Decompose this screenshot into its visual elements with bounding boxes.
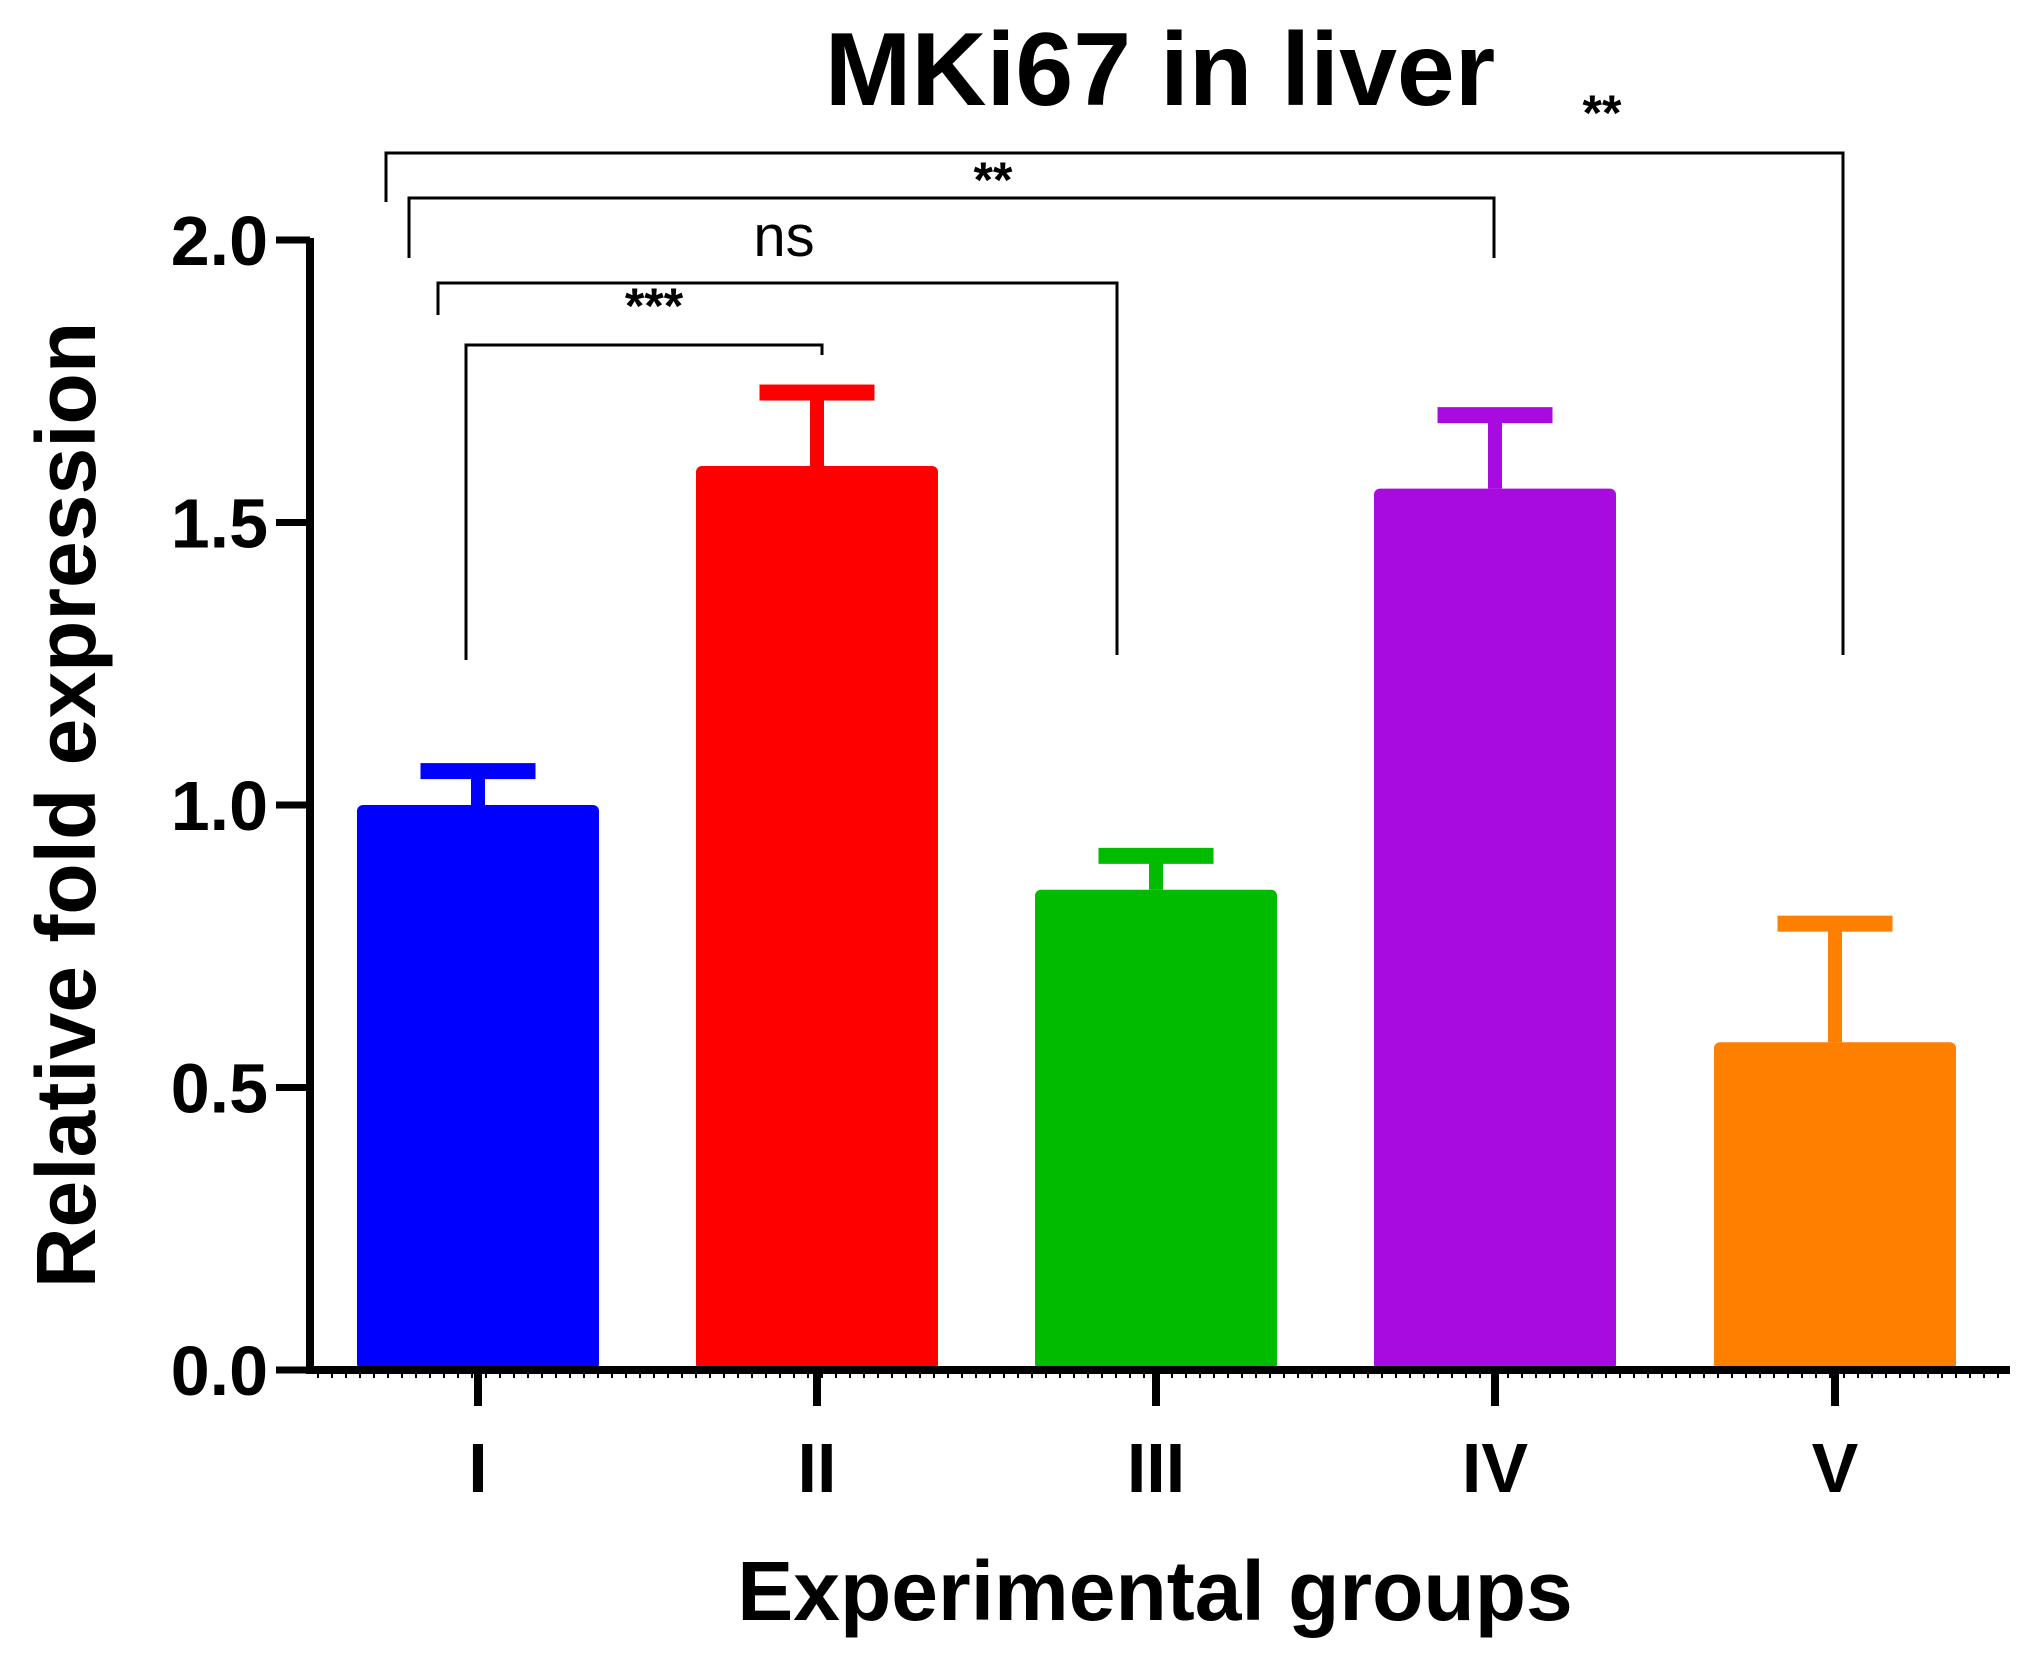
bar-III [1035,889,1277,1370]
significance-bracket-I-II [464,343,824,660]
bar-V [1714,1042,1956,1370]
significance-bracket-I-IV [407,196,1496,258]
x-tick-label: IV [1462,1429,1528,1507]
error-cap-V [1777,915,1893,932]
error-bar-I [471,771,485,805]
chart-title: MKi67 in liver [825,12,1495,128]
significance-bracket-I-V [384,151,1845,655]
y-tick-label: 1.5 [171,485,268,563]
significance-label-I-IV: ** [974,152,1013,208]
significance-label-I-V: ** [1583,85,1622,141]
significance-bracket-I-III [436,281,1119,655]
error-bar-II [810,392,824,466]
y-tick-label: 0.0 [171,1332,268,1410]
x-axis-title: Experimental groups [737,1544,1573,1638]
bar-I [357,805,599,1370]
error-bar-V [1828,923,1842,1043]
y-tick-label: 2.0 [171,202,268,280]
error-cap-I [420,763,536,780]
y-axis-title: Relative fold expression [19,322,113,1288]
x-tick-label: III [1127,1429,1185,1507]
plot-area: 0.00.51.01.52.0I II III IV V***ns**** [171,85,2010,1507]
significance-label-I-II: *** [625,278,684,334]
y-tick-label: 1.0 [171,767,268,845]
significance-label-I-III: ns [753,204,814,269]
bar-II [696,466,938,1370]
error-cap-IV [1437,407,1553,424]
error-bar-III [1149,855,1163,890]
y-tick-label: 0.5 [171,1050,268,1128]
bar-IV [1374,488,1616,1371]
x-tick-label: II [798,1429,837,1507]
x-tick-label: I [468,1429,487,1507]
error-bar-IV [1488,415,1502,489]
error-cap-II [759,384,875,401]
error-cap-III [1098,847,1214,864]
x-tick-label: V [1812,1429,1859,1507]
